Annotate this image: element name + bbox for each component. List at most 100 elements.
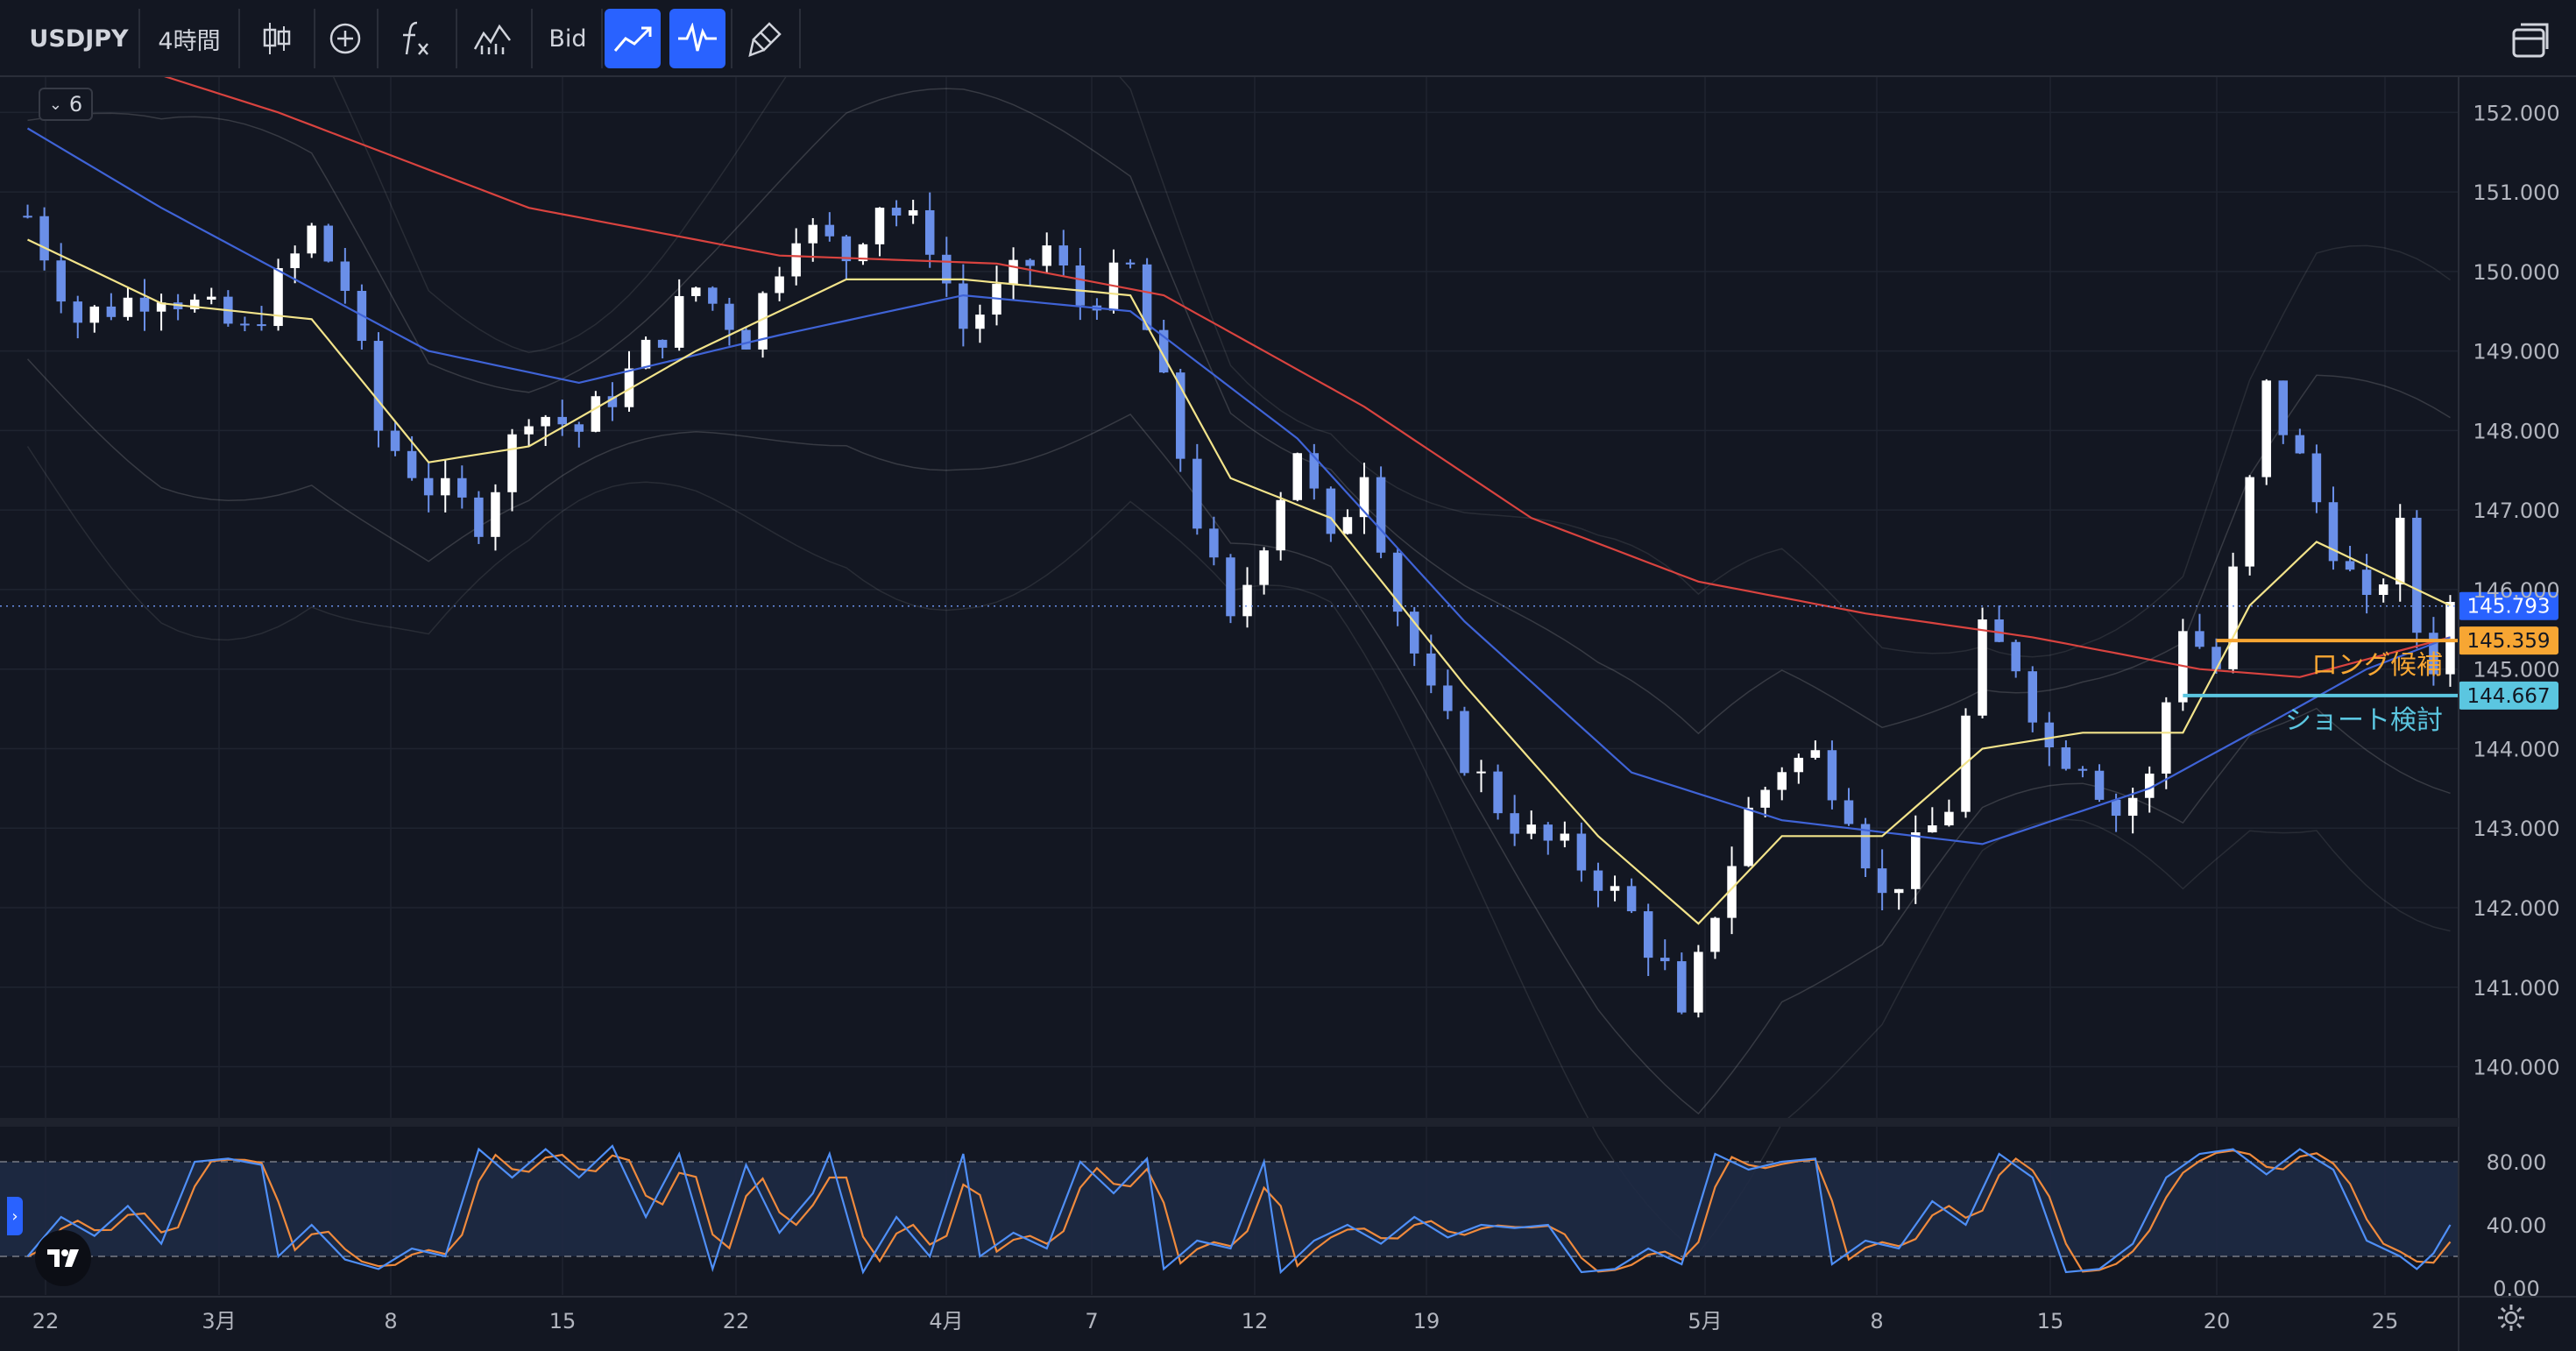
y-tick-label: 143.000	[2473, 817, 2559, 841]
candle-body	[1928, 825, 1937, 833]
candle-body	[1626, 886, 1637, 912]
candle-body	[1510, 813, 1519, 834]
compare-plus-icon[interactable]	[317, 9, 373, 68]
candle-body	[123, 297, 133, 317]
candle-body	[1142, 264, 1152, 330]
candle-body	[2278, 380, 2289, 435]
candle-body	[1543, 824, 1553, 841]
candle-body	[1460, 711, 1469, 774]
chevron-right-icon[interactable]: ›	[7, 1197, 23, 1235]
candle-body	[290, 253, 300, 269]
pane-separator	[0, 1118, 2459, 1127]
candle-body	[1760, 789, 1770, 808]
gear-icon[interactable]	[2494, 1300, 2529, 1335]
candle-body	[1526, 824, 1536, 834]
candle-body	[189, 299, 200, 310]
x-tick-label: 7	[1085, 1309, 1098, 1333]
ema-slow-line	[164, 77, 2451, 678]
envelope-bands	[26, 77, 2451, 1255]
y-tick-label: 150.000	[2473, 260, 2559, 285]
candle-body	[1192, 458, 1202, 529]
candle-body	[1409, 612, 1419, 654]
symbol-button[interactable]: USDJPY	[29, 25, 129, 53]
band-line	[27, 88, 2451, 735]
x-tick-label: 5月	[1688, 1309, 1722, 1333]
interval-button[interactable]: 4時間	[158, 27, 221, 55]
candle-body	[139, 297, 150, 312]
candle-body	[39, 216, 49, 261]
tradingview-logo[interactable]	[35, 1230, 91, 1286]
top-toolbar: USDJPY 4時間 Bid	[0, 0, 2576, 77]
moving-averages	[26, 77, 2451, 925]
candle-body	[407, 450, 417, 478]
toolbar-divider	[531, 9, 533, 68]
candle-body	[607, 396, 618, 407]
candle-body	[741, 329, 751, 350]
candle-body	[2261, 380, 2271, 477]
candles-icon[interactable]	[249, 9, 305, 68]
brush-icon[interactable]	[738, 9, 794, 68]
candle-body	[1075, 265, 1086, 306]
candle-body	[657, 339, 668, 348]
toolbar-divider	[377, 9, 379, 68]
replay-wave-icon[interactable]	[669, 9, 725, 68]
y-tick-label: 152.000	[2473, 101, 2559, 125]
candle-body	[491, 492, 500, 537]
candle-body	[2378, 584, 2388, 596]
candle-body	[2412, 517, 2422, 633]
candle-body	[2061, 746, 2071, 769]
y-tick-label: 145.000	[2473, 658, 2559, 683]
templates-icon[interactable]	[464, 9, 520, 68]
candle-body	[2127, 797, 2138, 817]
x-tick-label: 15	[2037, 1309, 2064, 1333]
price-chart[interactable]: 145.793 145.359 ロング候補 144.667 ショート検討 80.00 40…	[0, 77, 2576, 1351]
candle-body	[273, 268, 283, 327]
line-tool-icon[interactable]	[605, 9, 661, 68]
x-tick-label: 8	[384, 1309, 397, 1333]
candle-body	[708, 287, 718, 304]
interval-badge-value: 6	[68, 92, 83, 117]
candle-body	[1860, 824, 1871, 869]
candle-body	[73, 301, 82, 323]
y-tick-label: 148.000	[2473, 419, 2559, 443]
candle-body	[1292, 453, 1302, 500]
candle-body	[858, 244, 868, 262]
x-tick-label: 3月	[202, 1309, 236, 1333]
candle-body	[1994, 619, 2004, 642]
x-tick-label: 12	[1242, 1309, 1269, 1333]
ema-mid-line	[26, 127, 2451, 845]
x-tick-label: 22	[723, 1309, 750, 1333]
candle-body	[1777, 772, 1787, 790]
band-line	[26, 358, 2451, 1115]
interval-badge[interactable]: ⌄ 6	[39, 88, 93, 121]
y-tick-label: 142.000	[2473, 896, 2559, 921]
candle-body	[307, 225, 316, 254]
candle-body	[1744, 807, 1753, 866]
candle-body	[2077, 768, 2088, 771]
candle-body	[1593, 870, 1603, 891]
candle-body	[841, 236, 852, 262]
toolbar-divider	[799, 9, 801, 68]
y-tick-label: 146.000	[2473, 578, 2559, 603]
candle-body	[1893, 888, 1904, 894]
candle-body	[975, 315, 985, 329]
level-name-label: ショート検討	[2285, 705, 2443, 736]
indicators-fx-icon[interactable]	[386, 9, 442, 68]
candle-body	[908, 209, 918, 216]
layout-icon[interactable]	[2508, 14, 2555, 63]
osc-tick-label: 80.00	[2487, 1150, 2547, 1175]
candle-body	[574, 424, 584, 432]
candle-body	[1158, 329, 1169, 373]
candle-body	[959, 283, 968, 329]
candle-body	[323, 225, 334, 262]
price-type-button[interactable]: Bid	[548, 25, 587, 53]
candle-body	[591, 396, 601, 432]
candle-body	[524, 426, 534, 435]
level-price-tag	[2459, 626, 2558, 655]
candle-body	[557, 416, 567, 425]
candle-body	[2011, 641, 2020, 672]
candle-body	[1209, 528, 1219, 558]
current-price-tag	[2459, 591, 2558, 620]
candle-body	[423, 477, 434, 496]
x-tick-label: 20	[2204, 1309, 2231, 1333]
